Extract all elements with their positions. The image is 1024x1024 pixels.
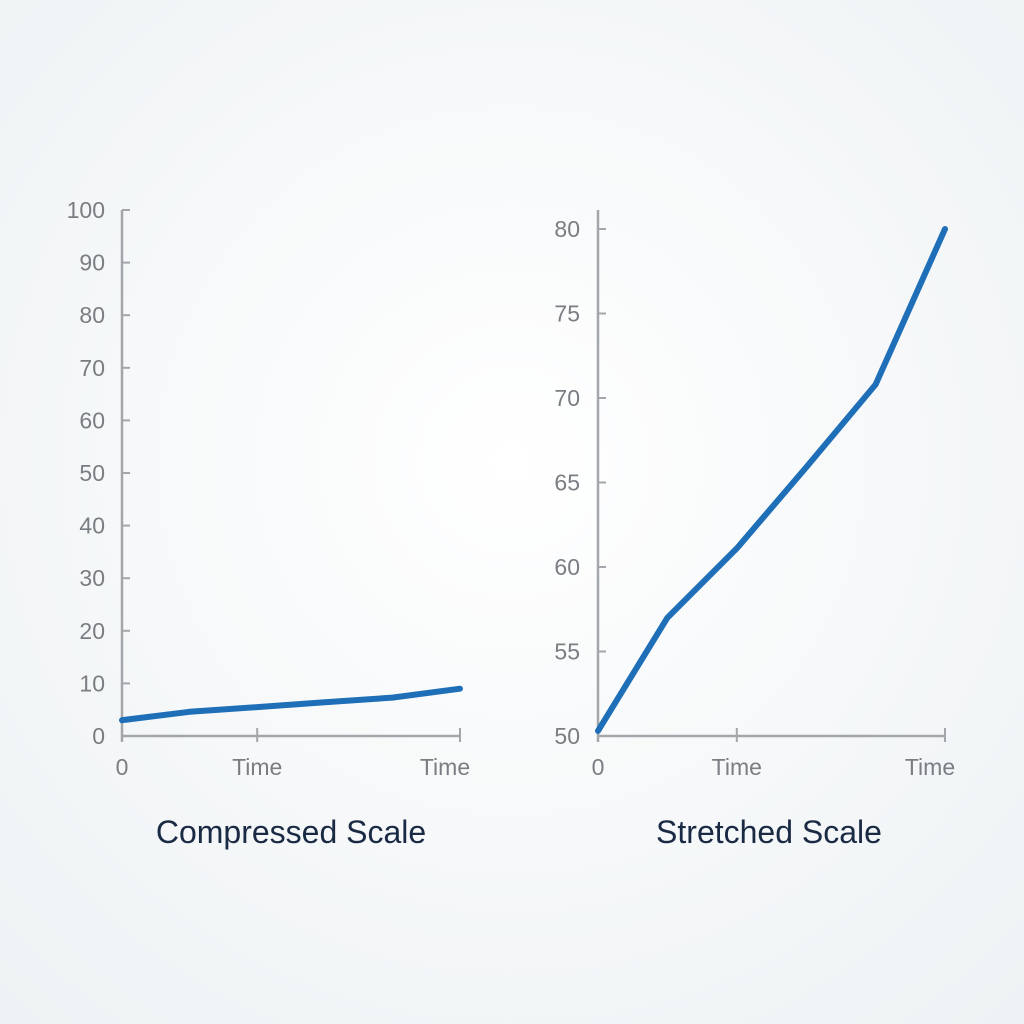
y-tick-label-compressed: 60 (79, 407, 105, 433)
y-tick-label-stretched: 50 (554, 723, 580, 749)
y-tick-label-compressed: 50 (79, 460, 105, 486)
chart-title-stretched: Stretched Scale (656, 814, 882, 850)
y-tick-label-stretched: 65 (554, 470, 580, 496)
y-tick-label-compressed: 100 (67, 197, 105, 223)
y-tick-label-stretched: 55 (554, 639, 580, 665)
chart-compressed-scale: Compressed Scale 0 10 20 30 40 50 60 70 80 90 100 0… (67, 197, 471, 850)
x-tick-label-stretched: 0 (592, 754, 605, 780)
x-tick-label-stretched: Time (712, 754, 762, 780)
series-line-compressed (119, 685, 463, 724)
y-tick-label-stretched: 75 (554, 301, 580, 327)
y-tick-label-compressed: 40 (79, 513, 105, 539)
x-tick-label-stretched: Time (905, 754, 955, 780)
y-tick-label-compressed: 0 (92, 723, 105, 749)
series-line-stretched (595, 226, 948, 734)
x-tick-label-compressed: Time (232, 754, 282, 780)
y-tick-label-stretched: 80 (554, 216, 580, 242)
y-tick-label-compressed: 90 (79, 250, 105, 276)
chart-title-compressed: Compressed Scale (156, 814, 426, 850)
x-tick-label-compressed: 0 (116, 754, 129, 780)
y-tick-label-compressed: 10 (79, 670, 105, 696)
y-tick-label-stretched: 60 (554, 554, 580, 580)
y-tick-label-compressed: 80 (79, 302, 105, 328)
y-tick-label-stretched: 70 (554, 385, 580, 411)
y-tick-label-compressed: 30 (79, 565, 105, 591)
y-tick-label-compressed: 70 (79, 355, 105, 381)
x-tick-label-compressed: Time (420, 754, 470, 780)
y-tick-label-compressed: 20 (79, 618, 105, 644)
chart-stretched-scale: Stretched Scale 50 55 60 65 70 75 80 0 Time Time (554, 210, 955, 850)
